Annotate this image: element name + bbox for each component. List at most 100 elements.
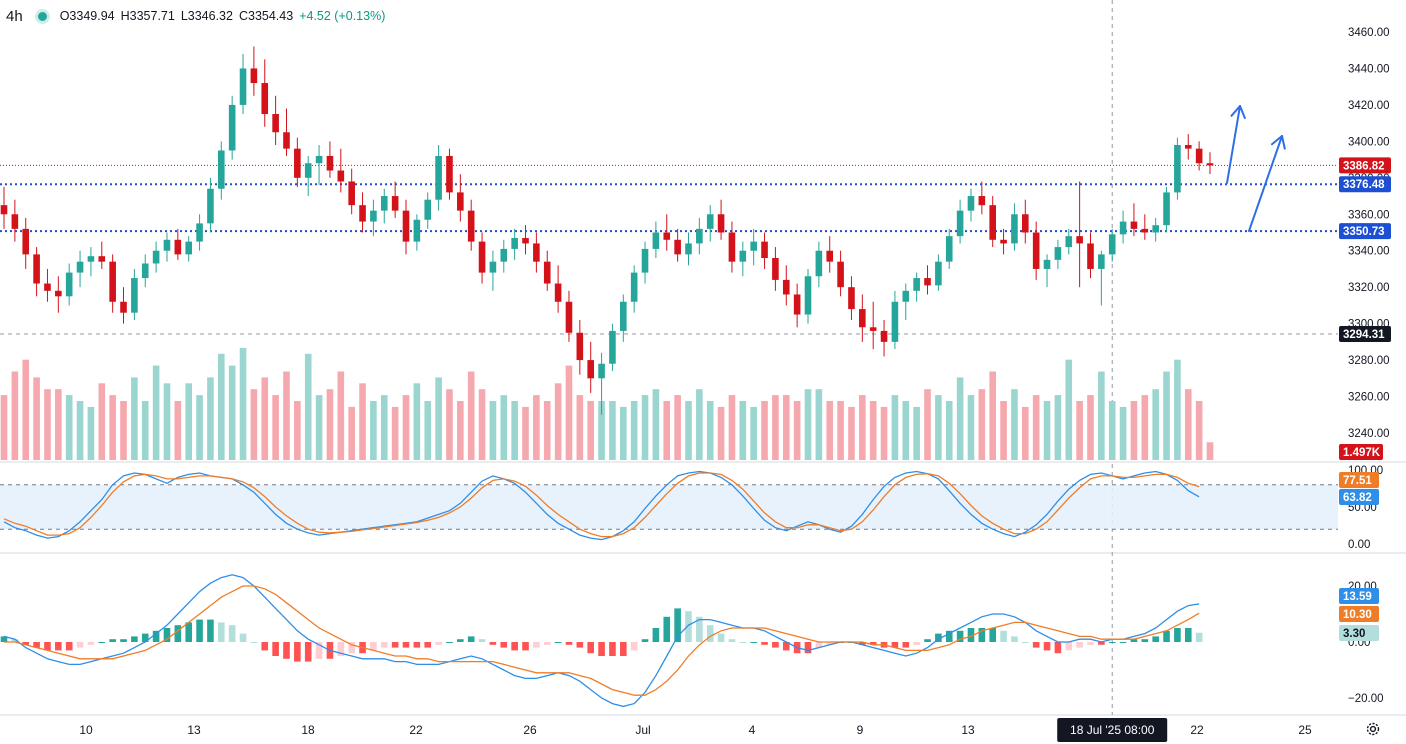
candle-body	[739, 250, 747, 262]
volume-bar	[1032, 395, 1040, 460]
candle-body	[467, 210, 475, 242]
macd-value-label-bg	[1339, 588, 1379, 604]
candle-body	[837, 261, 844, 288]
volume-bar	[772, 395, 779, 460]
macd-histogram-bar	[1065, 642, 1073, 651]
price-tick-label: 3420.00	[1348, 100, 1390, 112]
candle-body	[76, 261, 84, 273]
volume-bar	[380, 395, 388, 460]
candle-body	[793, 294, 801, 315]
volume-bar	[11, 371, 19, 460]
price-tick-label: 3460.00	[1348, 27, 1390, 39]
gear-icon[interactable]	[1365, 721, 1381, 737]
candle-body	[370, 210, 377, 222]
candle-body	[663, 232, 671, 240]
macd-histogram-bar	[446, 642, 453, 643]
candle-body	[98, 256, 106, 262]
volume-bar	[315, 395, 323, 460]
candle-body	[120, 301, 127, 313]
candle-body	[1108, 234, 1116, 255]
candle-body	[1000, 239, 1007, 244]
candle-body	[674, 239, 681, 255]
candle-body	[1152, 225, 1159, 233]
candle-body	[1130, 221, 1138, 229]
macd-histogram-bar	[1174, 628, 1181, 642]
candle-body	[1065, 236, 1073, 248]
volume-bar	[696, 389, 703, 460]
candle-body	[207, 188, 214, 224]
macd-histogram-bar	[250, 642, 258, 643]
macd-histogram-bar	[826, 642, 834, 645]
macd-histogram-bar	[945, 630, 953, 642]
crosshair-date-text: 18 Jul '25 08:00	[1070, 723, 1155, 737]
macd-histogram-bar	[598, 642, 605, 656]
time-tick-label: 18	[301, 723, 315, 737]
macd-histogram-bar	[207, 619, 214, 642]
macd-histogram-bar	[424, 642, 432, 648]
macd-histogram-bar	[511, 642, 518, 651]
time-tick-label: 22	[1190, 723, 1204, 737]
volume-bar	[1098, 371, 1105, 460]
macd-histogram-bar	[619, 642, 627, 656]
volume-bar	[869, 401, 877, 460]
price-label-level: 3350.73	[1339, 223, 1391, 240]
macd-histogram-bar	[55, 642, 62, 651]
candle-body	[859, 309, 866, 328]
volume-bar	[761, 401, 768, 460]
macd-histogram-bar	[348, 642, 355, 654]
candle-body	[619, 301, 627, 331]
macd-histogram-bar	[685, 611, 692, 642]
macd-histogram-bar	[652, 628, 660, 642]
macd-histogram-bar	[576, 642, 584, 648]
volume-bar	[250, 389, 258, 460]
volume-bar	[533, 395, 540, 460]
volume-bar	[55, 389, 62, 460]
candle-body	[935, 261, 942, 286]
timeframe-label[interactable]: 4h	[6, 7, 23, 25]
histogram-value-label-bg	[1339, 625, 1379, 641]
volume-bar	[902, 401, 910, 460]
time-tick-label: 4	[749, 723, 756, 737]
volume-bar	[457, 401, 464, 460]
low-value: L3346.32	[180, 9, 233, 23]
candle-body	[1043, 259, 1051, 269]
volume-bar	[402, 395, 410, 460]
candle-body	[44, 283, 51, 291]
volume-bar	[1108, 401, 1116, 460]
macd-histogram-bar	[1163, 630, 1170, 642]
candle-body	[869, 327, 877, 331]
candle-body	[945, 236, 953, 262]
candle-body	[706, 214, 714, 229]
volume-bar	[239, 347, 247, 460]
price-label-level-bg	[1339, 176, 1391, 193]
volume-bar	[185, 383, 193, 460]
volume-bar	[804, 389, 812, 460]
candle-body	[652, 232, 660, 249]
volume-bar	[98, 383, 106, 460]
volume-bar	[989, 371, 997, 460]
macd-histogram-bar	[272, 642, 279, 656]
volume-bar	[1000, 401, 1007, 460]
volume-bar	[1163, 371, 1170, 460]
candle-body	[424, 199, 432, 220]
macd-histogram-bar	[630, 642, 638, 651]
volume-bar	[207, 377, 214, 460]
volume-bar	[163, 383, 171, 460]
volume-bar	[261, 377, 269, 460]
volume-bar	[33, 377, 40, 460]
candle-body	[446, 155, 453, 193]
macd-histogram-bar	[1011, 636, 1018, 642]
volume-bar	[1065, 359, 1073, 460]
macd-histogram-bar	[402, 642, 410, 648]
time-tick-label: Jul	[635, 723, 650, 737]
volume-bar	[750, 406, 757, 460]
signal-value-label-text: 10.30	[1343, 609, 1372, 621]
price-tick-label: 3340.00	[1348, 246, 1390, 258]
macd-histogram-bar	[587, 642, 595, 654]
macd-histogram-bar	[120, 639, 127, 642]
arrow-head	[1281, 135, 1286, 150]
macd-histogram-bar	[391, 642, 399, 648]
macd-histogram-bar	[196, 619, 203, 642]
candle-body	[348, 181, 355, 206]
